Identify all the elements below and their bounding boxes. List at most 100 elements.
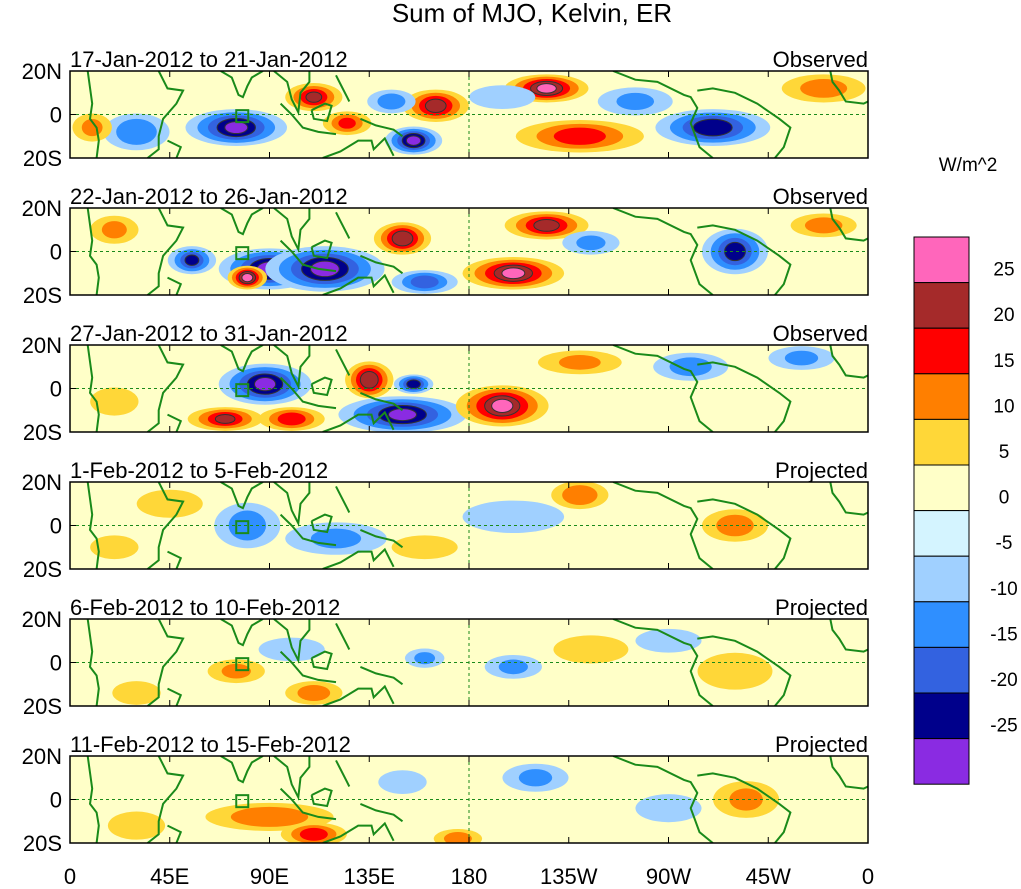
coastline [273, 71, 311, 116]
contour-level [297, 684, 331, 701]
contour-level [136, 489, 203, 518]
contour-level [101, 221, 127, 239]
anomaly-blob [187, 407, 263, 431]
y-tick-label: 20N [22, 607, 62, 632]
coastline [146, 482, 185, 569]
coastline [86, 756, 100, 843]
coastline [829, 756, 868, 790]
anomaly-field [107, 763, 780, 843]
coastline [360, 391, 404, 412]
coastline [335, 485, 351, 513]
colorbar-label: -20 [990, 670, 1017, 691]
anomaly-blob [768, 346, 835, 370]
coastline [220, 756, 264, 784]
coastline [86, 619, 100, 706]
contour-level [277, 412, 306, 426]
coastline [335, 622, 351, 650]
anomaly-blob [207, 659, 265, 684]
contour-level [498, 659, 528, 675]
coastline [310, 787, 333, 808]
x-tick-label: 0 [862, 864, 874, 889]
colorbar-label: -25 [990, 716, 1017, 737]
y-tick-label: 0 [50, 514, 62, 539]
anomaly-blob [258, 407, 325, 431]
contour-level [387, 408, 418, 422]
panel-period-label: 1-Feb-2012 to 5-Feb-2012 [70, 458, 328, 483]
anomaly-blob [112, 681, 161, 705]
coastline [167, 550, 183, 569]
coastline [612, 482, 714, 569]
contour-level [112, 681, 161, 705]
anomaly-blob [345, 361, 394, 399]
region-box [235, 520, 250, 535]
coastline [220, 619, 264, 647]
anomaly-blob [185, 109, 288, 146]
contour-level [669, 357, 712, 377]
coastline [697, 772, 792, 843]
coastline [167, 824, 183, 843]
y-tick-label: 20S [23, 420, 62, 445]
anomaly-blob [781, 74, 866, 103]
panel-status-label: Observed [773, 47, 868, 72]
coastlines [86, 619, 868, 706]
anomaly-blob [502, 763, 569, 792]
contour-level [635, 628, 702, 653]
anomaly-blob [280, 822, 347, 843]
y-tick-label: 20S [23, 146, 62, 171]
coastline [612, 208, 714, 295]
anomaly-blob [653, 352, 729, 381]
colorbar-swatch [913, 510, 970, 557]
coastline [310, 376, 333, 397]
anomaly-blob [551, 482, 609, 510]
anomaly-field [72, 74, 866, 155]
x-tick-label: 0 [64, 864, 76, 889]
contour-level [443, 832, 472, 843]
colorbar-swatch [913, 692, 970, 740]
y-tick-label: 0 [50, 651, 62, 676]
panel-status-label: Projected [775, 458, 868, 483]
contour-level [107, 811, 166, 840]
coastline [829, 345, 868, 379]
anomaly-blob [338, 396, 467, 432]
contour-level [697, 652, 773, 690]
coastline [335, 211, 351, 239]
anomaly-blob [701, 509, 769, 542]
contour-level [616, 92, 655, 111]
anomaly-blob [72, 113, 112, 142]
anomaly-blob [484, 654, 542, 679]
coastlines [86, 71, 868, 158]
coastline [220, 482, 264, 510]
coastline [829, 208, 868, 242]
contour-level [800, 79, 848, 98]
y-tick-label: 20S [23, 283, 62, 308]
contour-level [241, 272, 254, 283]
colorbar-swatch [913, 646, 970, 694]
coastline [310, 239, 333, 260]
contour-level [518, 769, 553, 787]
anomaly-blob [713, 781, 780, 818]
anomaly-blob [258, 637, 325, 662]
coastline [279, 650, 337, 684]
colorbar-swatch [913, 464, 970, 512]
colorbar-swatch [913, 282, 970, 329]
anomaly-blob [136, 489, 203, 518]
coastline [273, 345, 311, 390]
region-box [235, 109, 250, 124]
coastline [279, 239, 337, 273]
contour-level [405, 135, 422, 146]
contour-level [562, 485, 598, 506]
coastline [220, 345, 264, 373]
coastline [310, 102, 333, 123]
contour-level [391, 535, 458, 560]
anomaly-blob [90, 535, 139, 560]
coastline [279, 102, 337, 136]
coastline [612, 756, 714, 843]
panel-status-label: Projected [775, 595, 868, 620]
contour-level [184, 254, 200, 266]
contour-level [729, 788, 763, 811]
anomaly-blob [635, 794, 702, 823]
colorbar-label: 15 [993, 351, 1014, 372]
colorbar-swatch [913, 418, 970, 466]
anomaly-blob [635, 628, 702, 653]
colorbar-label: 5 [999, 442, 1010, 463]
